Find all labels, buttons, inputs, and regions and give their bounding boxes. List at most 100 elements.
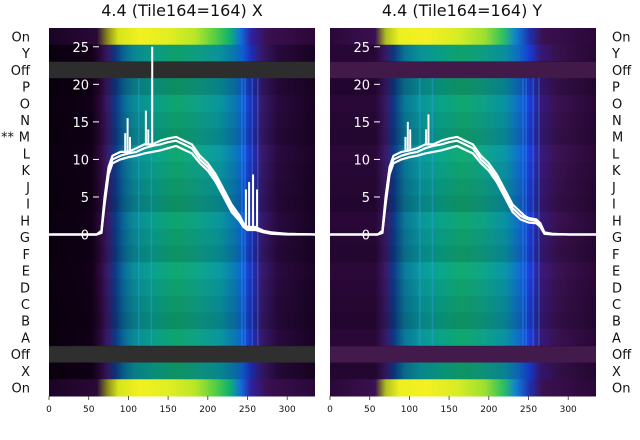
overlay-line (330, 139, 596, 236)
row-label-right: K (612, 164, 621, 179)
heatmap-row-shade (49, 278, 315, 297)
heatmap-row-shade (49, 295, 315, 313)
y-tick-label: 0 (81, 229, 89, 244)
row-label-right: O (612, 97, 622, 112)
chart-title-x: 4.4 (Tile164=164) X (101, 1, 263, 20)
heatmap-row-shade (330, 61, 596, 79)
x-tick-label: 0 (46, 405, 52, 415)
row-label-right: A (612, 331, 621, 346)
row-label-right: On (612, 30, 630, 45)
heatmap-streak (418, 78, 421, 346)
x-tick-label: 250 (520, 405, 537, 415)
y-tick-label: 20 (353, 78, 370, 93)
heatmap-row-shade (49, 111, 315, 129)
heatmap-row-shade (49, 362, 315, 380)
row-label-left: O (20, 97, 30, 112)
heatmap-row-shade (49, 61, 315, 79)
heatmap-row-shade (330, 195, 596, 213)
heatmap-streak (538, 78, 540, 346)
row-label-right: L (612, 147, 620, 162)
row-label-right: X (612, 365, 621, 380)
heatmap-row (330, 345, 596, 364)
row-label-left: H (20, 214, 30, 229)
heatmap-row (330, 379, 596, 397)
heatmap-row (330, 61, 596, 79)
heatmap-row-shade (49, 78, 315, 96)
y-tick-label: 5 (81, 191, 89, 206)
heatmap-row-shade (330, 161, 596, 180)
x-tick-label: 100 (401, 405, 418, 415)
heatmap-streak (137, 78, 140, 346)
x-tick-label: 300 (279, 405, 296, 415)
row-label-right: E (612, 265, 620, 280)
heatmap-row (49, 61, 315, 79)
heatmap-row-shade (330, 345, 596, 364)
heatmap-row-shade (49, 312, 315, 330)
x-tick-label: 100 (120, 405, 137, 415)
y-tick-label: 15 (72, 116, 89, 131)
y-tick-label: 20 (72, 78, 89, 93)
row-label-right: G (612, 231, 622, 246)
row-label-right: M (612, 131, 623, 146)
heatmap-row (49, 161, 315, 180)
row-label-left: Off (11, 348, 31, 363)
row-label-left: N (20, 114, 30, 129)
heatmap-row (330, 195, 596, 213)
row-label-right: N (612, 114, 622, 129)
heatmap-row (330, 278, 596, 297)
heatmap-row (330, 245, 596, 263)
heatmap-row (49, 28, 315, 46)
row-label-right: H (612, 214, 622, 229)
heatmap-row-shade (330, 95, 596, 112)
heatmap-row-shade (49, 212, 315, 229)
row-label-left: On (12, 30, 30, 45)
heatmap-row-shade (330, 329, 596, 346)
heatmap-row-shade (330, 228, 596, 246)
y-tick-label: 10 (353, 153, 370, 168)
heatmap-row (49, 312, 315, 330)
heatmap-row (330, 44, 596, 62)
row-label-left: I (26, 198, 30, 213)
row-label-left: L (23, 147, 31, 162)
heatmap-row-shade (330, 362, 596, 380)
y-tick-label: 0 (362, 229, 370, 244)
row-label-left: G (20, 231, 30, 246)
heatmap-row (49, 44, 315, 62)
heatmap-row-shade (49, 95, 315, 112)
row-label-left: F (23, 248, 30, 263)
row-label-left: B (21, 315, 30, 330)
heatmap-row (330, 212, 596, 230)
heatmap-row-shade (49, 44, 315, 62)
heatmap-row-shade (330, 44, 596, 62)
heatmap-row (330, 28, 596, 46)
heatmap-cells (330, 28, 596, 397)
x-tick-label: 0 (327, 405, 333, 415)
heatmap-row (49, 262, 315, 280)
y-tick-label: 25 (72, 41, 89, 56)
heatmap-row-shade (49, 245, 315, 263)
heatmap-row (330, 295, 596, 313)
heatmap-row (330, 128, 596, 146)
heatmap-streak (532, 78, 534, 346)
heatmap-row (330, 228, 596, 246)
heatmap-row (330, 111, 596, 129)
chart-title-y: 4.4 (Tile164=164) Y (382, 1, 543, 20)
row-label-left: E (22, 265, 30, 280)
heatmap-row (49, 329, 315, 347)
y-tick-label: 5 (362, 191, 370, 206)
x-tick-label: 50 (364, 405, 376, 415)
heatmap-row-shade (49, 128, 315, 146)
heatmap-streak (522, 78, 524, 346)
heatmap-row (330, 161, 596, 180)
x-tick-label: 300 (560, 405, 577, 415)
y-tick-label: 25 (353, 41, 370, 56)
row-label-left: K (21, 164, 30, 179)
overlay-line (49, 144, 315, 236)
heatmap-row (49, 228, 315, 246)
overlay-line (330, 144, 596, 236)
overlay-line (49, 135, 316, 236)
row-label-right: Y (611, 47, 620, 62)
row-label-left: Y (21, 47, 30, 62)
row-label-right: D (612, 281, 622, 296)
